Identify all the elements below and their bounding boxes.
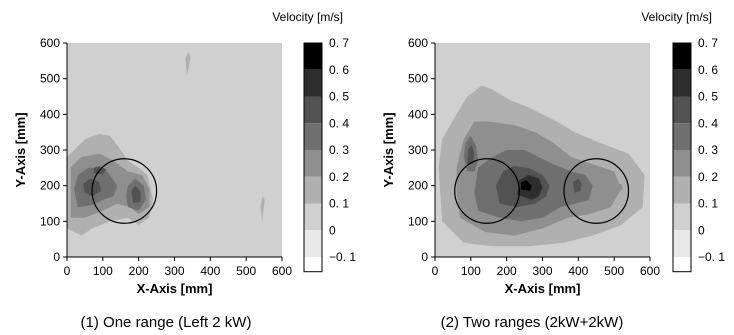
chart-panel-1: 0 100 200 300 400 500 600 0 100 200 300 400 500 600 X-… [13,10,356,331]
contour-regions [438,85,645,247]
x-tick-label: 300 [164,264,184,278]
contour-region-9 [260,196,265,222]
range-circle-2 [563,158,630,224]
colorbar-tick-label: 0. 5 [698,90,718,104]
x-tick-label: 300 [532,264,552,278]
x-tick-label: 200 [129,264,149,278]
colorbar-tick-label: 0. 2 [698,170,718,184]
colorbar-tick-label: 0 [329,223,336,237]
colorbar-swatch [304,69,322,97]
colorbar-swatch [673,257,691,272]
colorbar-swatch [304,257,322,272]
colorbar-title: Velocity [m/s] [272,10,343,24]
y-axis-title: Y-Axis [mm] [381,112,396,187]
colorbar-tick-label: 0. 7 [698,36,718,50]
colorbar: 0. 7 0. 6 0. 5 0. 4 0. 3 0. 2 0. 1 0 −0. 1 Veloci… [272,10,356,273]
contour-region-7 [131,185,141,204]
colorbar-tick-label: 0. 4 [329,116,349,130]
colorbar-swatch [673,96,691,124]
colorbar-tick-label: 0. 2 [329,170,349,184]
colorbar-swatch [673,43,691,70]
x-tick-label: 600 [272,264,292,278]
contour-region-9 [521,180,532,191]
colorbar-swatch [304,176,322,204]
y-tick-label: 300 [40,143,60,157]
colorbar-tick-label: 0. 3 [698,143,718,157]
y-tick-label: 400 [408,107,428,121]
y-tick-label: 300 [408,143,428,157]
contour-regions [67,51,265,236]
contour-region-10 [614,183,624,191]
colorbar-swatch [673,203,691,231]
colorbar-tick-label: 0. 4 [698,116,718,130]
y-axis-title: Y-Axis [mm] [13,112,28,187]
colorbar-title: Velocity [m/s] [641,10,712,24]
colorbar-frame [303,42,323,273]
x-tick-label: 0 [64,264,71,278]
y-tick-label: 0 [421,250,428,264]
colorbar-swatch [304,123,322,150]
colorbar-tick-label: 0. 3 [329,143,349,157]
colorbar-tick-label: 0 [698,223,705,237]
colorbar-tick-label: 0. 1 [698,197,718,211]
contour-region-7 [573,178,582,193]
x-axis-title: X-Axis [mm] [505,281,581,296]
panel-caption: (2) Two ranges (2kW+2kW) [441,314,624,331]
x-tick-label: 200 [497,264,517,278]
colorbar-frame [672,42,692,273]
colorbar-swatch [304,43,322,70]
y-tick-label: 500 [408,72,428,86]
x-tick-label: 100 [93,264,113,278]
colorbar-swatch [673,176,691,204]
x-tick-label: 100 [461,264,481,278]
x-tick-label: 400 [568,264,588,278]
colorbar-tick-label: 0. 1 [329,197,349,211]
colorbar-swatch [673,230,691,257]
colorbar-tick-label: 0. 6 [329,63,349,77]
colorbar-swatch [304,203,322,231]
colorbar-swatch [304,230,322,257]
colorbar: 0. 7 0. 6 0. 5 0. 4 0. 3 0. 2 0. 1 0 −0. 1 Veloci… [641,10,725,273]
colorbar-tick-label: 0. 7 [329,36,349,50]
x-tick-label: 400 [200,264,220,278]
range-circle-1 [454,158,520,224]
colorbar-tick-label: −0. 1 [329,250,356,264]
y-tick-label: 400 [40,107,60,121]
chart-panel-2: 0 100 200 300 400 500 600 0 100 200 300 400 500 600 X-… [381,10,725,331]
colorbar-swatch [304,150,322,177]
range-circle-1 [91,158,158,224]
colorbar-swatch [304,96,322,124]
y-tick-label: 200 [40,179,60,193]
x-axis-title: X-Axis [mm] [137,281,213,296]
colorbar-swatch [673,150,691,177]
y-tick-label: 600 [40,36,60,50]
x-tick-label: 500 [236,264,256,278]
y-tick-label: 100 [40,214,60,228]
x-tick-label: 0 [432,264,439,278]
colorbar-swatch [673,69,691,97]
x-tick-label: 600 [640,264,660,278]
y-tick-label: 0 [53,250,60,264]
colorbar-tick-label: −0. 1 [698,250,725,264]
y-tick-label: 200 [408,179,428,193]
y-tick-label: 500 [40,72,60,86]
contour-region-8 [185,51,191,76]
y-tick-label: 100 [408,214,428,228]
x-tick-label: 500 [604,264,624,278]
colorbar-tick-label: 0. 6 [698,63,718,77]
colorbar-tick-label: 0. 5 [329,90,349,104]
panel-caption: (1) One range (Left 2 kW) [81,314,252,331]
colorbar-swatch [673,123,691,150]
y-tick-label: 600 [408,36,428,50]
contour-region-6 [467,144,475,165]
